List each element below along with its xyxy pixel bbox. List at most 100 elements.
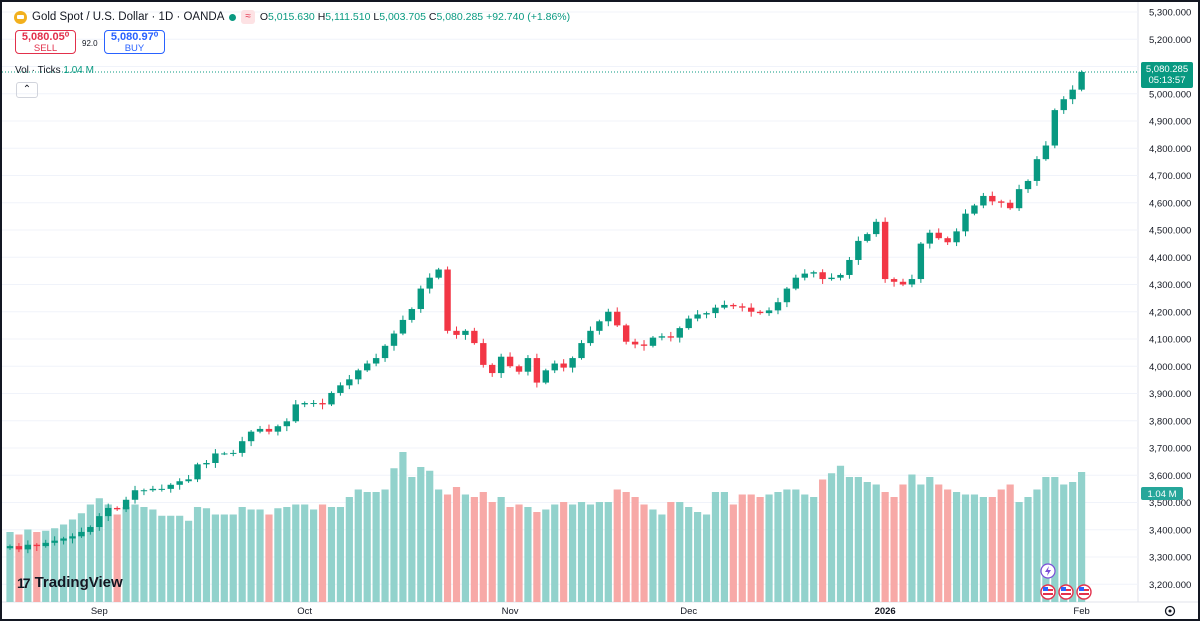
symbol-title[interactable]: Gold Spot / U.S. Dollar · 1D · OANDA: [32, 11, 225, 23]
volume-bar: [274, 508, 282, 602]
volume-bar: [140, 507, 148, 602]
candle-body: [96, 516, 103, 528]
candle-body: [1015, 189, 1023, 209]
volume-bar: [568, 504, 577, 602]
volume-bar: [310, 509, 318, 602]
candle-body: [685, 318, 692, 329]
open-value: 5,015.630: [268, 11, 315, 23]
approx-tag[interactable]: ≈: [241, 10, 255, 24]
tradingview-logo[interactable]: 17 TradingView: [17, 574, 123, 591]
candle-body: [774, 302, 782, 311]
sell-price: 5,080.05⁰: [21, 31, 70, 43]
volume-bar: [988, 497, 996, 602]
volume-legend[interactable]: Vol · Ticks 1.04 M: [15, 65, 94, 76]
volume-bar: [845, 477, 854, 602]
candle-body: [846, 259, 853, 275]
candle-body: [444, 269, 451, 331]
candle-body: [417, 288, 424, 310]
candle-body: [480, 343, 487, 365]
candle-body: [497, 356, 505, 374]
price-tick-label: 4,700.000: [1149, 171, 1191, 182]
price-tick-label: 4,400.000: [1149, 253, 1191, 264]
candle-body: [739, 306, 746, 308]
volume-bar: [283, 507, 291, 602]
volume-bar: [1024, 497, 1032, 602]
candle-body: [614, 311, 621, 326]
buy-button[interactable]: 5,080.97⁰ BUY: [104, 30, 165, 54]
volume-bar: [863, 482, 871, 602]
sell-button[interactable]: 5,080.05⁰ SELL: [15, 30, 76, 54]
last-price-badge: [1141, 61, 1193, 88]
price-tick-label: 3,800.000: [1149, 416, 1191, 427]
candle-body: [712, 307, 719, 314]
volume-bar: [961, 494, 970, 602]
price-axis[interactable]: 3,200.000 3,300.000 3,400.000 3,500.000 3,60…: [1149, 8, 1191, 591]
candle-body: [524, 358, 532, 372]
candle-body: [1042, 145, 1050, 160]
volume-bar: [524, 507, 532, 602]
volume-bar: [372, 492, 380, 602]
settings-gear-icon[interactable]: [1164, 605, 1176, 617]
collapse-chevron-up-icon[interactable]: ⌃: [16, 82, 38, 98]
volume-bar: [113, 514, 121, 602]
candle-body: [42, 542, 49, 547]
time-axis[interactable]: Sep Oct Nov Dec 2026 Feb: [91, 606, 1090, 617]
volume-bar: [640, 504, 648, 602]
candle-body: [87, 527, 94, 532]
candle-body: [113, 507, 121, 510]
candle-body: [560, 363, 567, 368]
event-icons[interactable]: [1040, 563, 1092, 600]
volume-bar: [542, 509, 550, 602]
us-flag-icon[interactable]: [1076, 584, 1092, 600]
volume-bar: [176, 515, 184, 602]
candle-body: [801, 273, 808, 278]
candle-body: [890, 279, 898, 282]
candle-body: [649, 337, 657, 346]
candle-body: [694, 314, 701, 319]
us-flag-icon[interactable]: [1040, 584, 1056, 600]
volume-bar: [15, 534, 23, 602]
time-tick-label: Feb: [1073, 606, 1089, 617]
candle-body: [658, 336, 666, 338]
volume-bar: [819, 479, 827, 602]
candle-body: [703, 313, 710, 315]
time-tick-label: Oct: [297, 606, 312, 617]
volume-bar: [711, 492, 720, 602]
volume-bar: [426, 470, 434, 602]
volume-bar: [935, 484, 943, 602]
volume-bar: [783, 489, 791, 602]
volume-bar: [1033, 489, 1041, 602]
volume-bar: [774, 492, 782, 602]
candle-body: [462, 330, 469, 335]
candle-body: [194, 464, 201, 480]
volume-bar: [801, 494, 809, 602]
candle-body: [185, 479, 192, 482]
candle-body: [51, 540, 58, 543]
volume-bar: [810, 497, 818, 602]
candle-body: [105, 507, 112, 517]
candle-body: [506, 356, 514, 367]
volume-bar: [292, 504, 300, 602]
candle-body: [301, 403, 308, 405]
us-flag-icon[interactable]: [1058, 584, 1074, 600]
candle-body: [971, 205, 978, 214]
ohlc-values: O5,015.630 H5,111.510 L5,003.705 C5,080.…: [259, 11, 571, 23]
candle-body: [140, 490, 148, 492]
candle-body: [667, 336, 675, 338]
price-tick-label: 3,700.000: [1149, 444, 1191, 455]
volume-bar: [193, 507, 202, 602]
candle-body: [765, 310, 773, 314]
candle-body: [1060, 99, 1067, 111]
candle-body: [810, 272, 817, 274]
volume-bar: [827, 473, 836, 602]
price-tick-label: 3,200.000: [1149, 580, 1191, 591]
candle-body: [953, 231, 960, 243]
candle-body: [176, 481, 183, 485]
candle-body: [24, 544, 32, 550]
buy-label: BUY: [124, 43, 145, 54]
volume-bar: [238, 507, 246, 602]
time-tick-label: Sep: [91, 606, 108, 617]
candle-body: [346, 379, 353, 386]
volume-bar: [1069, 482, 1077, 602]
